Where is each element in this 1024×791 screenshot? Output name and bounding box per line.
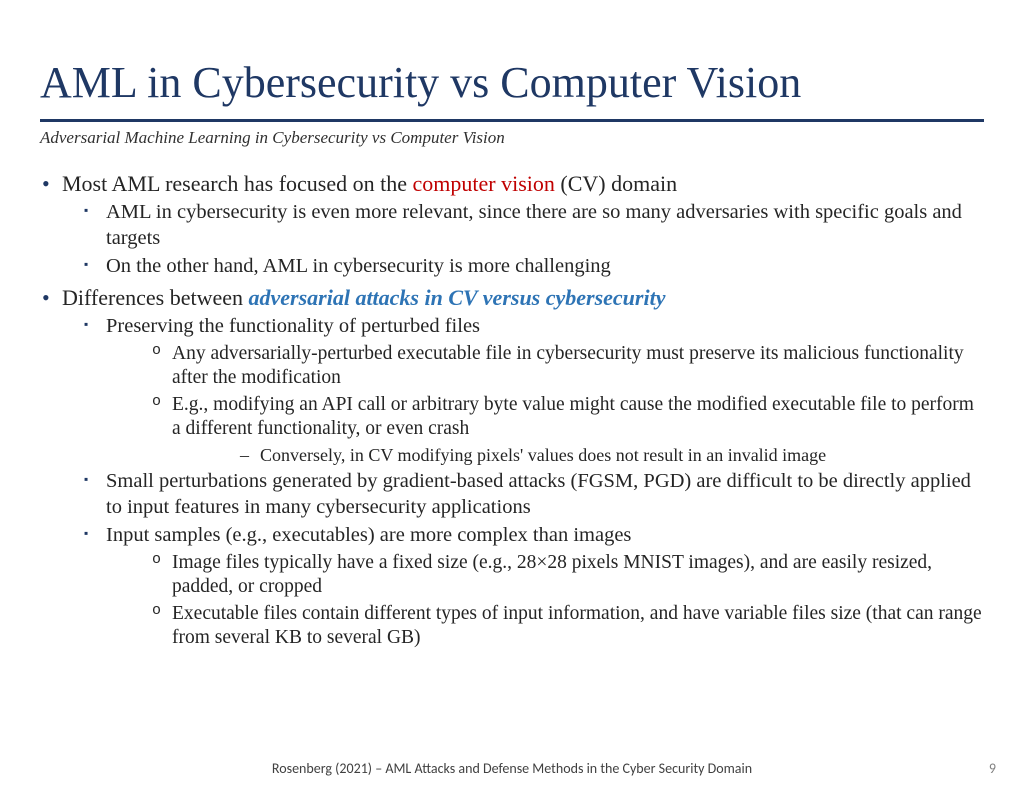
text: Differences between xyxy=(62,285,249,310)
bullet-2-3-o1: Image files typically have a fixed size … xyxy=(106,551,984,600)
bullet-2-1-o2-d1: Conversely, in CV modifying pixels' valu… xyxy=(172,444,984,467)
bullet-list: Most AML research has focused on the com… xyxy=(40,170,984,651)
bullet-1: Most AML research has focused on the com… xyxy=(40,170,984,280)
text: Preserving the functionality of perturbe… xyxy=(106,315,480,337)
footer-citation: Rosenberg (2021) – AML Attacks and Defen… xyxy=(0,760,1024,777)
page-number: 9 xyxy=(989,760,996,777)
text: E.g., modifying an API call or arbitrary… xyxy=(172,394,974,439)
slide-body: AML in Cybersecurity vs Computer Vision … xyxy=(0,0,1024,650)
bullet-2: Differences between adversarial attacks … xyxy=(40,284,984,651)
slide-subtitle: Adversarial Machine Learning in Cybersec… xyxy=(40,128,984,148)
highlight-cv: computer vision xyxy=(413,171,555,196)
slide-title: AML in Cybersecurity vs Computer Vision xyxy=(40,58,984,109)
bullet-2-1-o1: Any adversarially-perturbed executable f… xyxy=(106,342,984,391)
highlight-diff: adversarial attacks in CV versus cyberse… xyxy=(249,285,666,310)
bullet-2-3: Input samples (e.g., executables) are mo… xyxy=(62,523,984,650)
text: Most AML research has focused on the xyxy=(62,171,413,196)
bullet-2-1: Preserving the functionality of perturbe… xyxy=(62,314,984,466)
title-rule xyxy=(40,119,984,122)
bullet-1-1: AML in cybersecurity is even more releva… xyxy=(62,200,984,251)
bullet-2-1-o2: E.g., modifying an API call or arbitrary… xyxy=(106,393,984,466)
text: Input samples (e.g., executables) are mo… xyxy=(106,524,631,546)
bullet-2-3-o2: Executable files contain different types… xyxy=(106,602,984,651)
bullet-2-2: Small perturbations generated by gradien… xyxy=(62,469,984,520)
text: (CV) domain xyxy=(555,171,677,196)
bullet-1-2: On the other hand, AML in cybersecurity … xyxy=(62,254,984,280)
